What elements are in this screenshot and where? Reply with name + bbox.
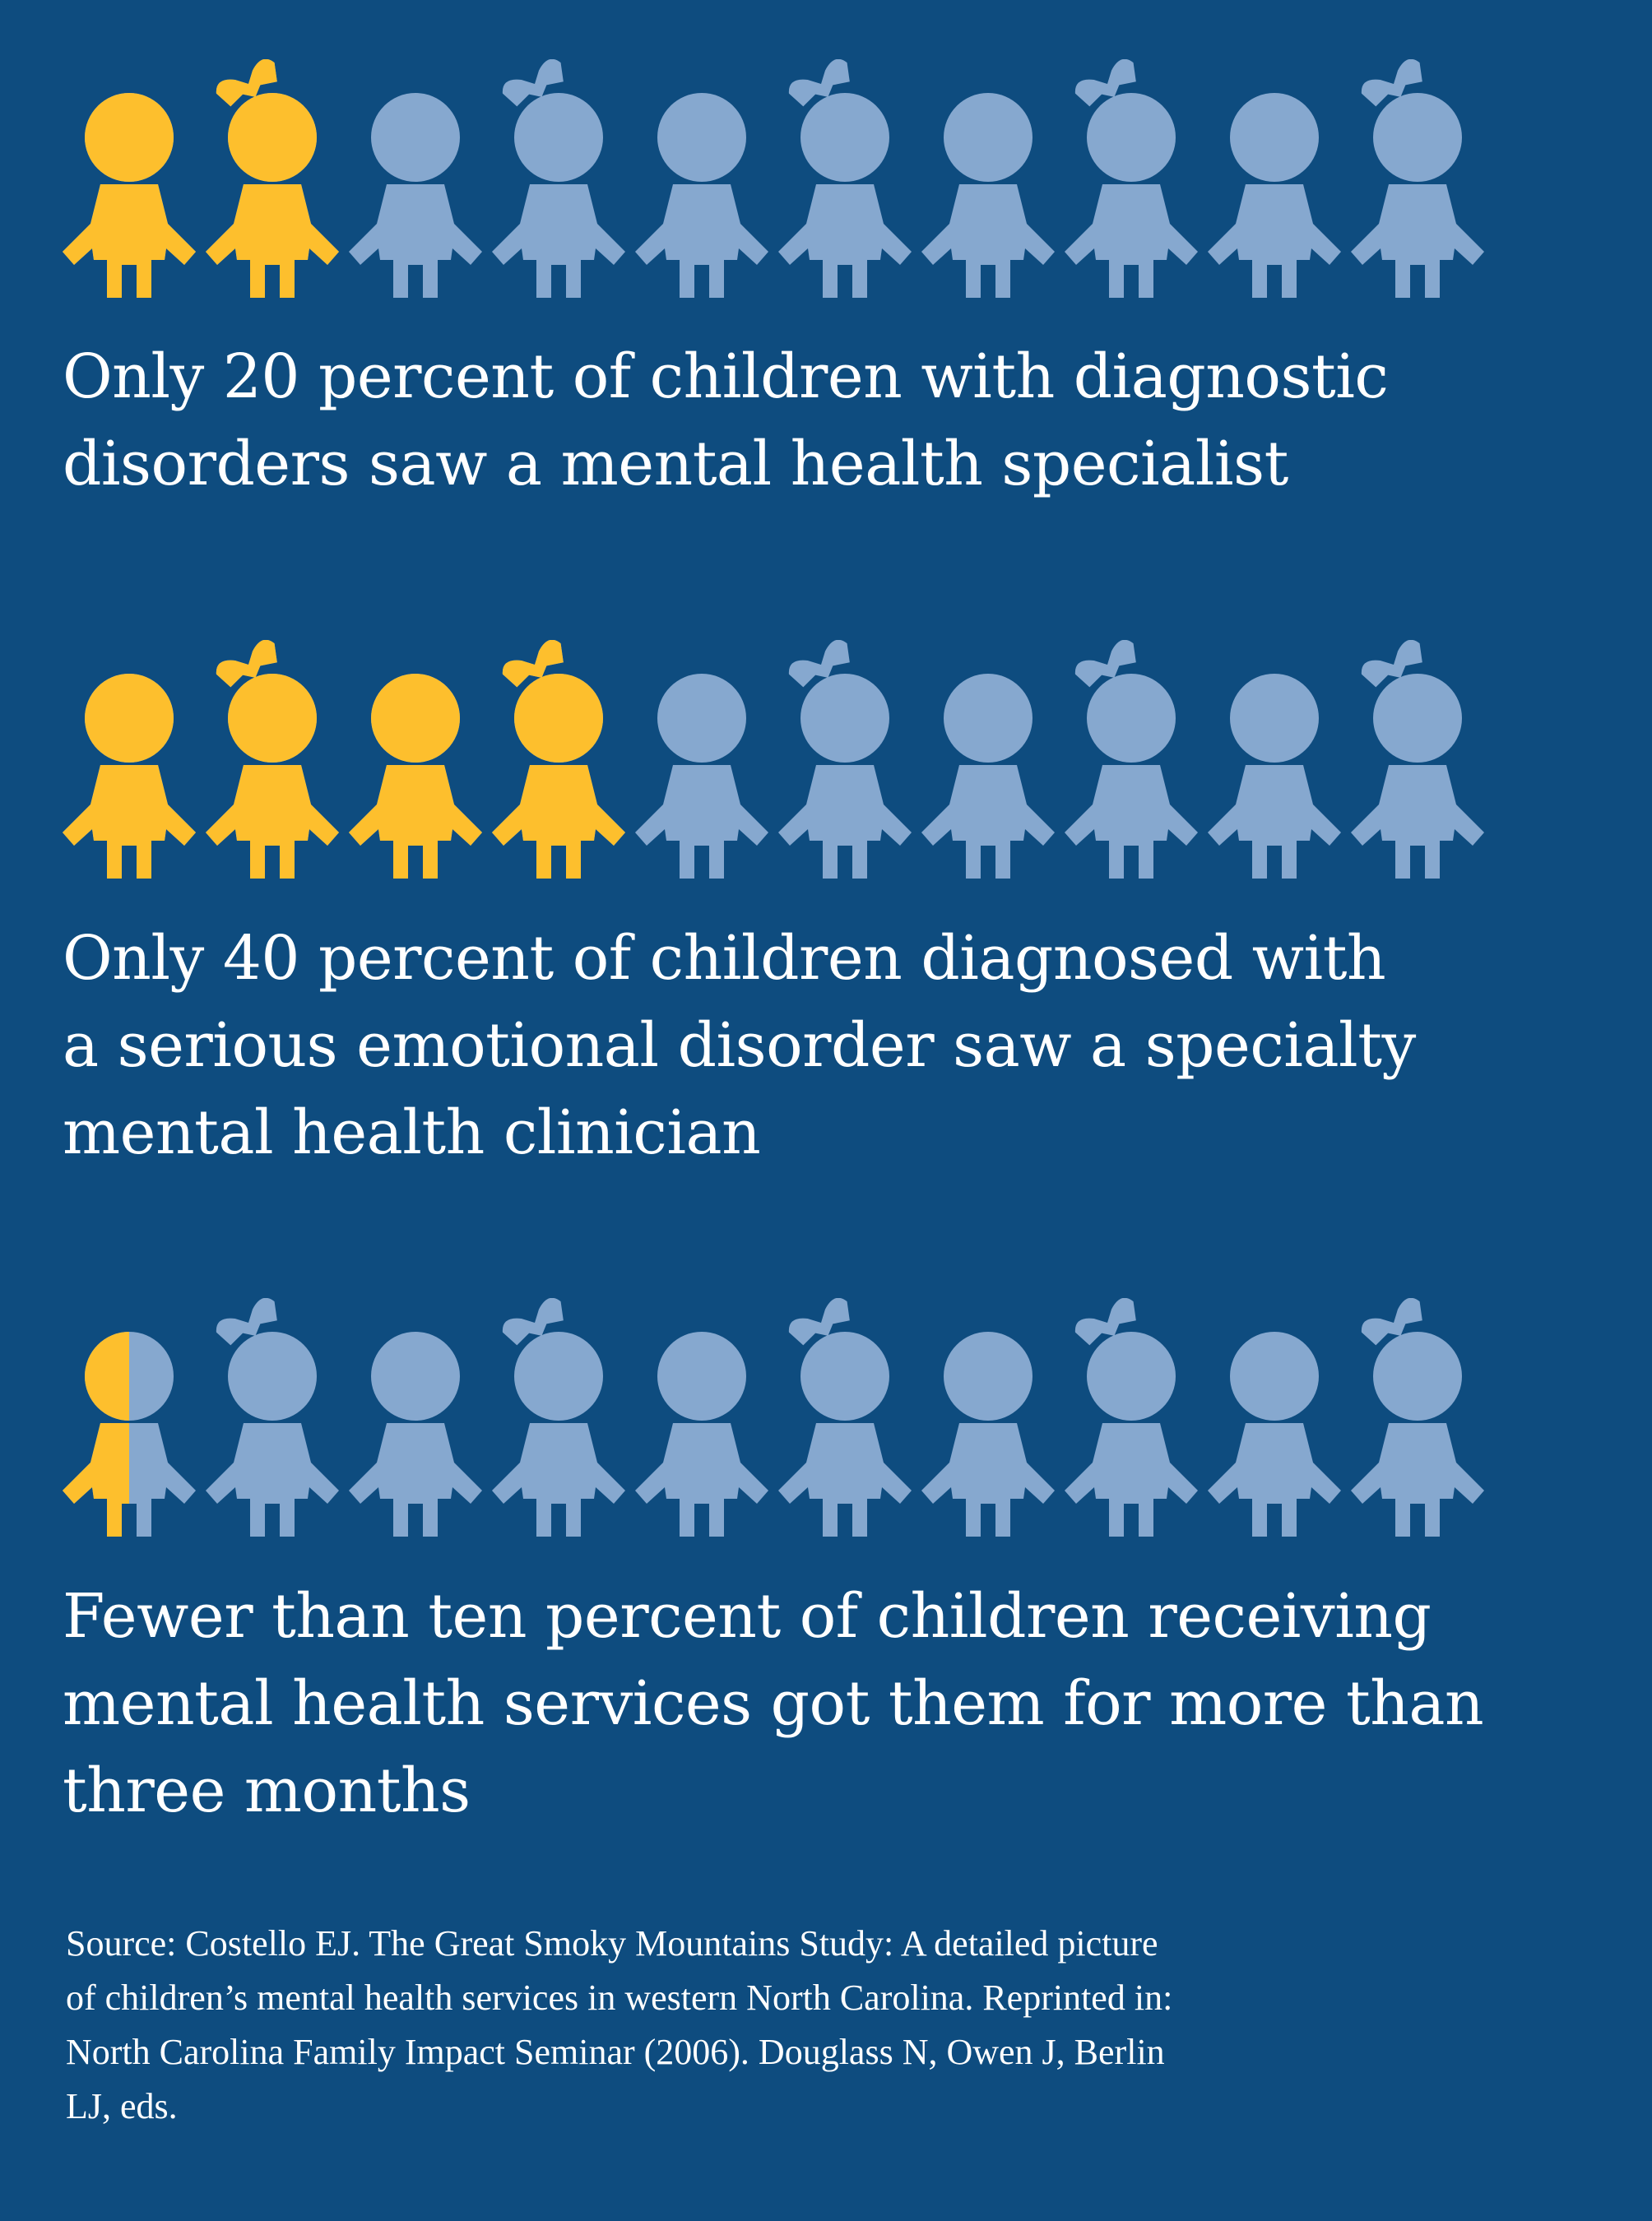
boy-figure-icon [916, 1298, 1060, 1537]
caption-line: three months [63, 1755, 471, 1826]
girl-figure-icon [201, 1298, 344, 1537]
boy-figure-icon [344, 640, 487, 879]
girl-figure-icon [1060, 59, 1203, 298]
girl-figure-icon [1346, 1298, 1489, 1537]
boy-figure-icon [1203, 59, 1346, 298]
source-line: LJ, eds. [66, 2086, 178, 2126]
caption-line: Fewer than ten percent of children recei… [63, 1581, 1432, 1652]
boy-figure-icon [344, 59, 487, 298]
caption-line: Only 20 percent of children with diagnos… [63, 341, 1389, 412]
boy-figure-icon [58, 640, 201, 879]
caption-under-ten-percent: Fewer than ten percent of children recei… [63, 1573, 1593, 1834]
figure-row-40-percent [58, 640, 1489, 879]
caption-line: mental health services got them for more… [63, 1668, 1484, 1739]
girl-figure-icon [1346, 59, 1489, 298]
caption-line: a serious emotional disorder saw a speci… [63, 1010, 1416, 1081]
source-line: Source: Costello EJ. The Great Smoky Mou… [66, 1923, 1158, 1964]
boy-figure-icon [1203, 640, 1346, 879]
girl-figure-icon [201, 59, 344, 298]
girl-figure-icon [487, 59, 630, 298]
girl-figure-icon [1346, 640, 1489, 879]
girl-figure-icon [1060, 640, 1203, 879]
caption-20-percent: Only 20 percent of children with diagnos… [63, 333, 1593, 508]
caption-line: mental health clinician [63, 1097, 761, 1168]
source-line: of children’s mental health services in … [66, 1978, 1173, 2018]
girl-figure-icon [773, 59, 916, 298]
source-line: North Carolina Family Impact Seminar (20… [66, 2032, 1165, 2072]
boy-figure-icon [58, 1298, 201, 1537]
boy-figure-icon [916, 59, 1060, 298]
boy-figure-icon [344, 1298, 487, 1537]
girl-figure-icon [1060, 1298, 1203, 1537]
boy-figure-icon [916, 640, 1060, 879]
girl-figure-icon [487, 640, 630, 879]
girl-figure-icon [487, 1298, 630, 1537]
boy-figure-icon [630, 640, 773, 879]
boy-figure-icon [630, 59, 773, 298]
source-citation: Source: Costello EJ. The Great Smoky Mou… [66, 1917, 1596, 2134]
boy-figure-icon [630, 1298, 773, 1537]
figure-row-20-percent [58, 59, 1489, 298]
boy-figure-icon [58, 59, 201, 298]
figure-row-under-ten-percent [58, 1298, 1489, 1537]
caption-line: Only 40 percent of children diagnosed wi… [63, 923, 1386, 994]
girl-figure-icon [773, 640, 916, 879]
caption-line: disorders saw a mental health specialist [63, 429, 1288, 499]
girl-figure-icon [773, 1298, 916, 1537]
caption-40-percent: Only 40 percent of children diagnosed wi… [63, 915, 1593, 1176]
boy-figure-icon [1203, 1298, 1346, 1537]
girl-figure-icon [201, 640, 344, 879]
